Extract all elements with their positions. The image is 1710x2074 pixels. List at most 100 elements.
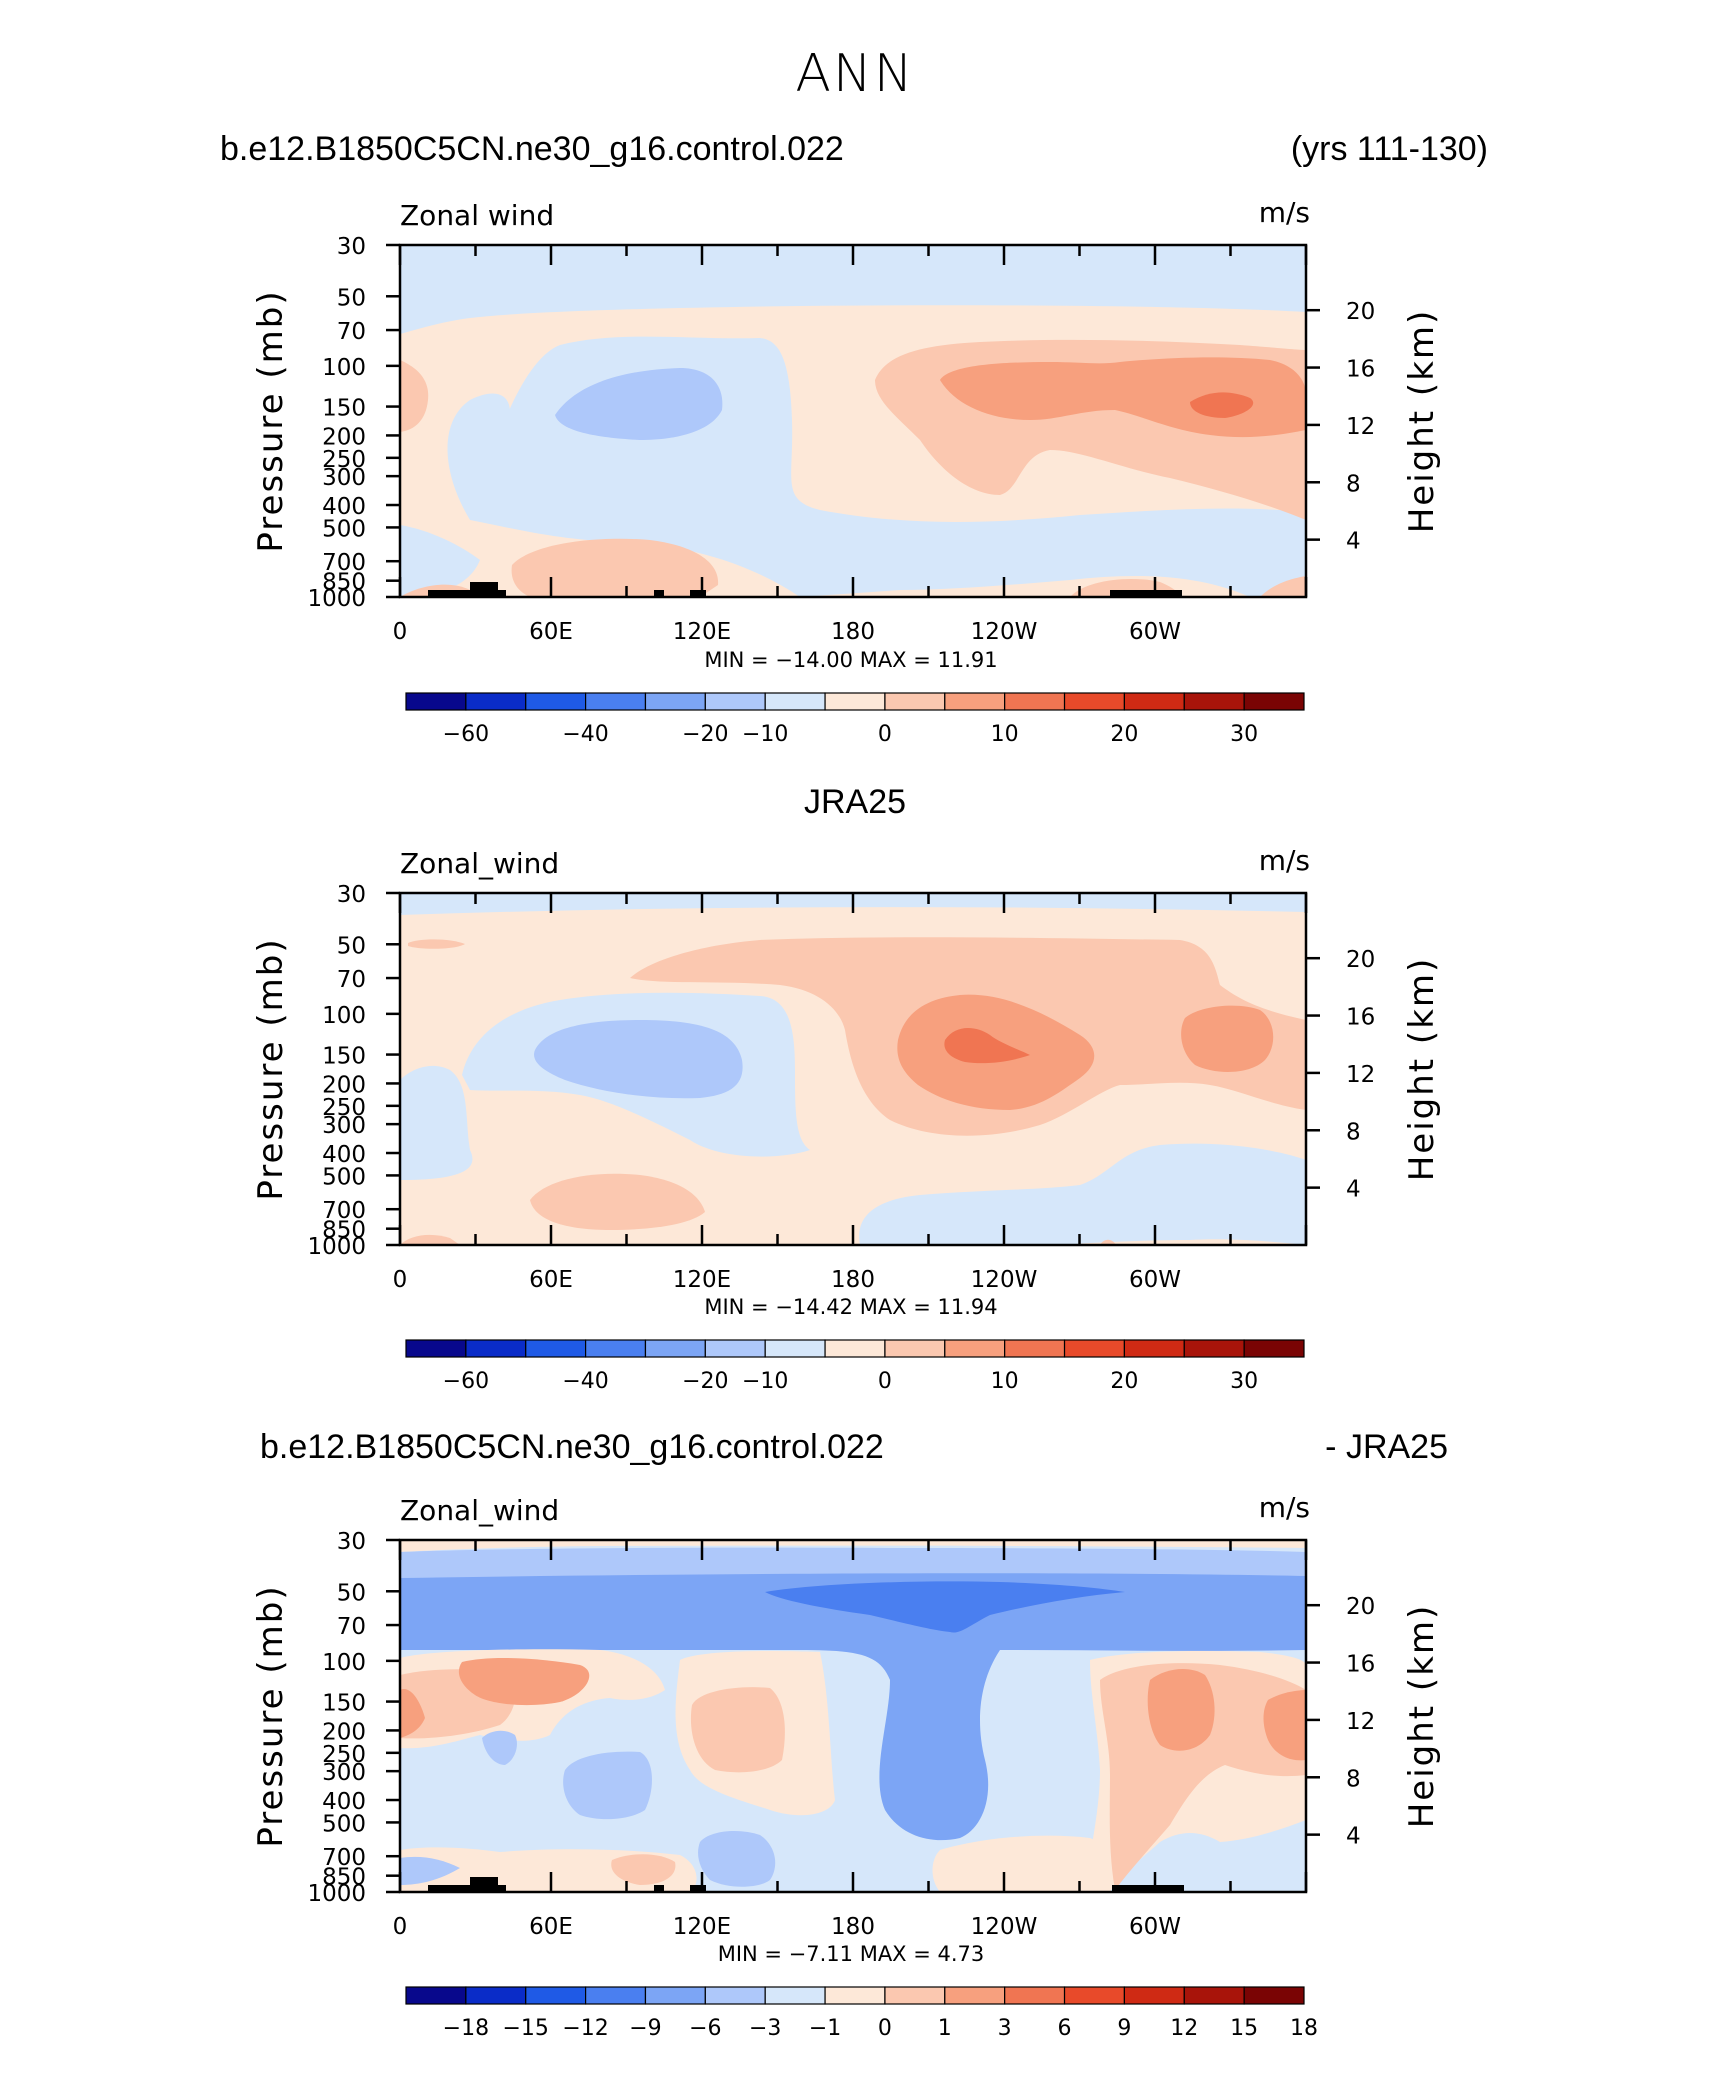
diff-central-pos-core — [690, 1687, 785, 1773]
pressure-tick-label: 50 — [337, 933, 366, 959]
colorbar-swatch — [764, 1986, 826, 2005]
pressure-tick-label: 50 — [337, 1580, 366, 1606]
colorbar-label: −6 — [689, 2016, 721, 2041]
colorbar-swatch — [1063, 1339, 1125, 1358]
pressure-tick-label: 400 — [322, 1789, 366, 1815]
diff-strat-neg-2 — [400, 1573, 1306, 1841]
colorbar-swatch — [644, 1986, 706, 2005]
model-topography — [428, 582, 1182, 597]
panel3-right-title: - JRA25 — [1325, 1428, 1448, 1466]
min-max-stats: MIN = −14.00 MAX = 11.91 — [704, 648, 997, 672]
colorbar-swatch — [704, 1339, 766, 1358]
colorbar-swatch — [944, 1986, 1006, 2005]
lon-tick-label: 180 — [831, 1267, 875, 1293]
colorbar-label: 20 — [1110, 722, 1138, 747]
pressure-tick-label: 100 — [322, 1650, 366, 1676]
colorbar-swatch — [644, 1339, 706, 1358]
colorbar-swatch — [1063, 692, 1125, 711]
min-max-stats: MIN = −14.42 MAX = 11.94 — [704, 1295, 997, 1319]
pressure-tick-label: 300 — [322, 465, 366, 491]
diff-mid-neg-a — [563, 1751, 652, 1820]
colorbar-label: 0 — [878, 722, 892, 747]
colorbar-label: 15 — [1230, 2016, 1258, 2041]
colorbar-label: −60 — [443, 1369, 489, 1394]
lon-tick-label: 120W — [971, 1267, 1038, 1293]
pressure-tick-label: 250 — [322, 1742, 366, 1768]
colorbar-label: 6 — [1058, 2016, 1072, 2041]
lon-tick-label: 120E — [673, 1914, 731, 1940]
colorbar-swatch — [704, 692, 766, 711]
diff-topography — [428, 1877, 1184, 1892]
diff-lower-pos-core — [611, 1854, 676, 1885]
model-colorbar: −60 −40 −20 −10 0 10 20 30 — [405, 692, 1305, 747]
colorbar-label: −3 — [749, 2016, 781, 2041]
lon-tick-label: 60W — [1129, 619, 1181, 645]
model-westerly-pos-west — [400, 360, 429, 432]
colorbar-label: 30 — [1230, 1369, 1258, 1394]
colorbar-label: 1 — [938, 2016, 952, 2041]
lon-tick-label: 0 — [393, 1914, 408, 1940]
pressure-tick-label: 150 — [322, 1044, 366, 1070]
obs-contours — [400, 893, 1306, 1245]
height-tick-label: 16 — [1346, 357, 1375, 383]
colorbar-swatch — [1183, 692, 1245, 711]
diff-axes: Zonal_wind m/s305070100150200250300400500… — [251, 1491, 1442, 1966]
pressure-tick-label: 150 — [322, 396, 366, 422]
colorbar-swatch — [1183, 1986, 1245, 2005]
pressure-tick-label: 1000 — [307, 1234, 366, 1260]
diff-west-neg-small — [482, 1730, 517, 1765]
colorbar-label: −20 — [682, 1369, 728, 1394]
colorbar-swatch — [1063, 1986, 1125, 2005]
pressure-tick-label: 250 — [322, 447, 366, 473]
obs-colorbar: −60 −40 −20 −10 0 10 20 30 — [405, 1339, 1305, 1394]
model-midtrop-neg-west — [400, 525, 480, 597]
diff-east-pos-max2 — [1263, 1690, 1306, 1761]
obs-atlantic-jet-core — [1181, 1005, 1274, 1072]
figure-title: ANN — [795, 44, 915, 104]
pressure-tick-label: 50 — [337, 285, 366, 311]
pressure-tick-label: 300 — [322, 1113, 366, 1139]
panel1-right-title: (yrs 111-130) — [1290, 130, 1488, 168]
height-tick-label: 8 — [1346, 1119, 1361, 1145]
diff-lower-pos-central — [932, 1835, 1107, 1892]
colorbar-swatch — [405, 692, 467, 711]
height-axis-title: Height (km) — [1402, 309, 1442, 534]
colorbar-label: −60 — [443, 722, 489, 747]
pressure-tick-label: 70 — [337, 967, 366, 993]
lon-tick-label: 60W — [1129, 1267, 1181, 1293]
pressure-tick-label: 250 — [322, 1095, 366, 1121]
diff-colorbar: −18 −15 −12 −9 −6 −3 −1 0 1 3 6 9 12 15 18 — [405, 1986, 1318, 2041]
model-subtrop-jet-neg — [555, 368, 723, 440]
colorbar-swatch — [1123, 692, 1185, 711]
pressure-tick-label: 200 — [322, 1719, 366, 1745]
lon-tick-label: 120E — [673, 1267, 731, 1293]
colorbar-swatch — [824, 1339, 886, 1358]
pressure-tick-label: 850 — [322, 1218, 366, 1244]
lon-tick-label: 60E — [529, 1267, 573, 1293]
colorbar-swatch — [465, 1986, 527, 2005]
pressure-tick-label: 100 — [322, 355, 366, 381]
colorbar-label: 10 — [991, 722, 1019, 747]
colorbar-swatch — [884, 1986, 946, 2005]
colorbar-label: −40 — [562, 1369, 608, 1394]
pressure-tick-label: 850 — [322, 570, 366, 596]
colorbar-label: 3 — [998, 2016, 1012, 2041]
colorbar-swatch — [525, 1986, 587, 2005]
lon-tick-label: 180 — [831, 619, 875, 645]
height-tick-label: 12 — [1346, 414, 1375, 440]
obs-lower-pos — [530, 1173, 705, 1230]
colorbar-swatch — [944, 1339, 1006, 1358]
pressure-tick-label: 1000 — [307, 1881, 366, 1907]
colorbar-swatch — [525, 692, 587, 711]
colorbar-label: 20 — [1110, 1369, 1138, 1394]
lon-tick-label: 0 — [393, 1267, 408, 1293]
obs-midtrop-neg — [400, 1065, 473, 1180]
model-axes: Zonal wind m/s305070100150200250300400500… — [251, 196, 1442, 672]
obs-sfc-pos-2 — [1100, 1239, 1116, 1245]
panel2-title: JRA25 — [803, 783, 907, 821]
colorbar-label: 0 — [878, 2016, 892, 2041]
model-lower-pos — [511, 538, 719, 597]
colorbar-swatch — [1004, 1339, 1066, 1358]
colorbar-swatch — [944, 692, 1006, 711]
